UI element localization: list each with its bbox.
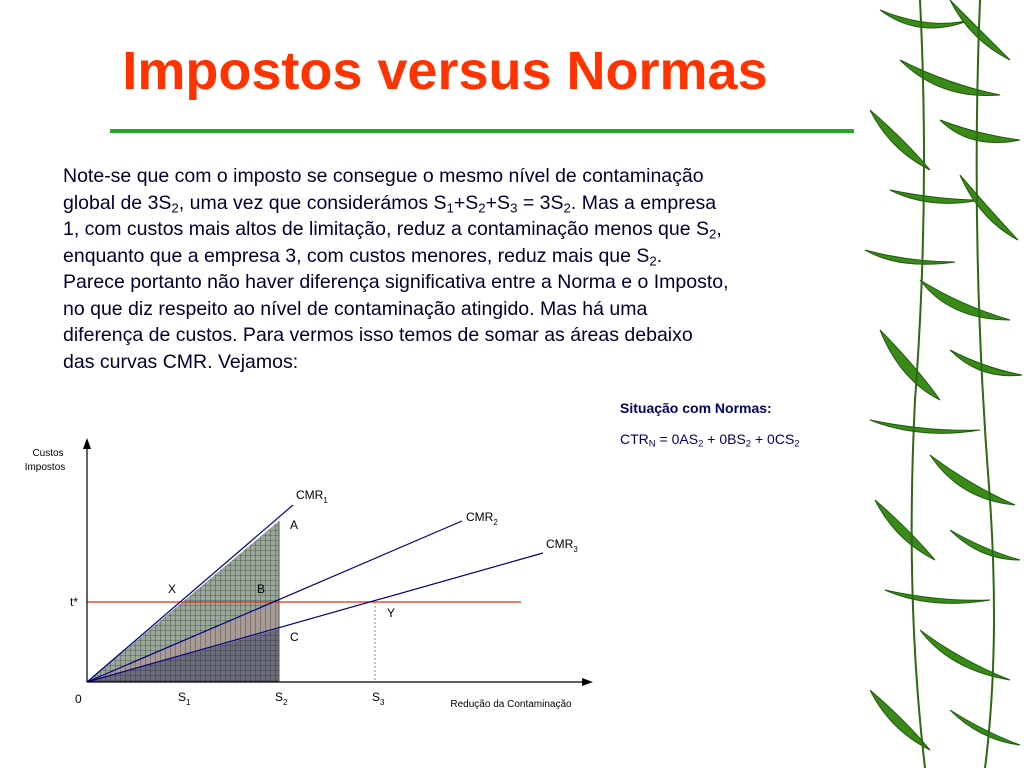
s1-label: S1	[178, 690, 191, 707]
cmr1-label: CMR1	[296, 488, 328, 505]
page-title: Impostos versus Normas	[122, 41, 768, 101]
leaf-icon	[864, 0, 1023, 751]
cmr3-curve	[86, 552, 544, 683]
bamboo-leaves-decoration	[864, 0, 1023, 768]
point-x-label: X	[168, 582, 176, 596]
total-cost-formula: CTRN = 0AS2 + 0BS2 + 0CS2	[620, 431, 800, 450]
title-underline	[110, 129, 854, 133]
cmr2-label: CMR2	[466, 510, 498, 527]
y-axis-label-line-1: Custos	[32, 448, 63, 459]
body-line-1: Note-se que com o imposto se consegue o …	[63, 165, 704, 187]
body-line-3: 1, com custos mais altos de limitação, r…	[63, 218, 722, 242]
cmr3-label: CMR3	[546, 537, 578, 554]
area-c-label: C	[290, 630, 299, 644]
x-axis-arrow	[582, 678, 593, 686]
s2-label: S2	[275, 690, 288, 707]
tstar-label: t*	[70, 595, 78, 609]
x-axis-label: Redução da Contaminação	[450, 699, 572, 710]
origin-label: 0	[75, 692, 82, 706]
body-line-2: global de 3S2, uma vez que considerámos …	[63, 191, 717, 215]
body-line-8: das curvas CMR. Vejamos:	[63, 350, 299, 373]
body-line-7: diferença de custos. Para vermos isso te…	[63, 324, 693, 346]
y-axis-arrow	[83, 438, 91, 449]
body-line-4: enquanto que a empresa 3, com custos men…	[63, 244, 663, 268]
standards-heading: Situação com Normas:	[620, 400, 772, 416]
body-line-5: Parece portanto não haver diferença sign…	[63, 271, 729, 293]
area-b-label: B	[257, 582, 265, 596]
body-line-6: no que diz respeito ao nível de contamin…	[63, 297, 648, 320]
marginal-cost-diagram: Custos Impostos Redução da Contaminação …	[25, 438, 593, 710]
area-a-label: A	[290, 518, 298, 532]
s3-label: S3	[372, 690, 385, 707]
point-y-label: Y	[387, 606, 395, 620]
y-axis-label-line-2: Impostos	[25, 462, 66, 473]
body-paragraph: Note-se que com o imposto se consegue o …	[63, 163, 853, 375]
cmr2-curve	[86, 520, 463, 683]
cmr1-curve	[86, 504, 294, 683]
